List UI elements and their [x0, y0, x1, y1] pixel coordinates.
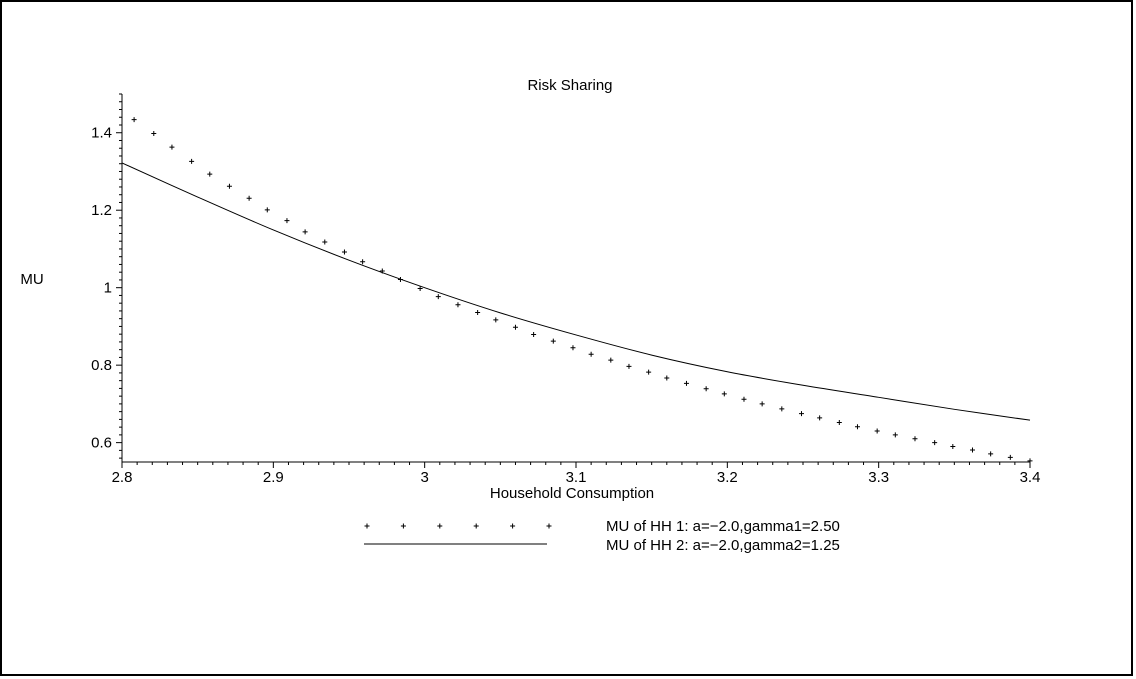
series-1-point: [664, 375, 670, 381]
series-1-point: [721, 391, 727, 397]
legend-point: [400, 523, 406, 529]
y-tick-label: 1.4: [91, 125, 112, 142]
series-1-point: [1007, 454, 1013, 460]
series-1-point: [131, 117, 137, 123]
series-1-point: [550, 338, 556, 344]
legend-label-series-1: MU of HH 1: a=−2.0,gamma1=2.50: [606, 518, 840, 535]
x-axis-label: Household Consumption: [490, 485, 654, 502]
series-1-point: [817, 415, 823, 421]
series-1-point: [779, 406, 785, 412]
series-1-point: [703, 386, 709, 392]
axes: [121, 94, 1030, 463]
legend-point: [473, 523, 479, 529]
series-1-point: [302, 229, 308, 235]
x-tick-label: 3.3: [868, 469, 889, 486]
series-1-point: [360, 259, 366, 265]
series-1-point: [341, 249, 347, 255]
legend-point: [546, 523, 552, 529]
series-1-point: [608, 357, 614, 363]
series-2-line: [121, 162, 1031, 421]
series-1-point: [836, 419, 842, 425]
y-tick-label: 1.2: [91, 202, 112, 219]
series-1-point: [874, 428, 880, 434]
series-1-point: [969, 447, 975, 453]
x-tick-label: 2.8: [112, 469, 133, 486]
series-1-points: [131, 117, 1033, 464]
x-tick-label: 3.2: [717, 469, 738, 486]
series-1-point: [531, 332, 537, 338]
y-tick-label: 0.8: [91, 357, 112, 374]
series-1-point: [493, 317, 499, 323]
series-1-point: [1027, 458, 1033, 464]
series-1-point: [570, 345, 576, 351]
legend-label-series-2: MU of HH 2: a=−2.0,gamma2=1.25: [606, 537, 840, 554]
y-tick-label: 0.6: [91, 435, 112, 452]
legend-marker-series-1: [364, 523, 552, 529]
series-1-point: [912, 436, 918, 442]
series-1-point: [284, 218, 290, 224]
series-1-point: [189, 158, 195, 164]
series-1-point: [988, 451, 994, 457]
series-1-point: [683, 380, 689, 386]
series-1-point: [512, 324, 518, 330]
series-1-point: [264, 207, 270, 213]
series-1-point: [455, 302, 461, 308]
series-1-point: [741, 396, 747, 402]
series-1-point: [932, 440, 938, 446]
series-1-point: [854, 424, 860, 430]
plot-area: [121, 117, 1033, 464]
legend-point: [364, 523, 370, 529]
series-1-point: [646, 369, 652, 375]
chart-title: Risk Sharing: [527, 77, 612, 94]
series-1-point: [588, 351, 594, 357]
series-1-point: [626, 363, 632, 369]
series-1-point: [759, 401, 765, 407]
series-1-point: [435, 294, 441, 300]
series-1-point: [207, 171, 213, 177]
legend-point: [437, 523, 443, 529]
x-axis-ticks: 2.8 2.9 3 3.1 3.2 3.3 3.4: [112, 462, 1041, 486]
y-axis-ticks: 0.6 0.8 1 1.2 1.4: [91, 93, 122, 459]
y-tick-label: 1: [104, 280, 112, 297]
y-axis-label: MU: [20, 271, 43, 288]
series-1-point: [417, 285, 423, 291]
series-1-point: [950, 444, 956, 450]
x-tick-label: 3.4: [1020, 469, 1041, 486]
series-1-point: [169, 144, 175, 150]
series-1-point: [322, 239, 328, 245]
series-1-point: [226, 183, 232, 189]
series-1-point: [246, 195, 252, 201]
x-tick-label: 3: [420, 469, 428, 486]
x-tick-label: 2.9: [263, 469, 284, 486]
legend: MU of HH 1: a=−2.0,gamma1=2.50 MU of HH …: [364, 518, 840, 554]
series-1-point: [892, 432, 898, 438]
x-tick-label: 3.1: [566, 469, 587, 486]
series-1-point: [798, 411, 804, 417]
series-1-point: [475, 309, 481, 315]
legend-point: [510, 523, 516, 529]
series-1-point: [151, 131, 157, 137]
